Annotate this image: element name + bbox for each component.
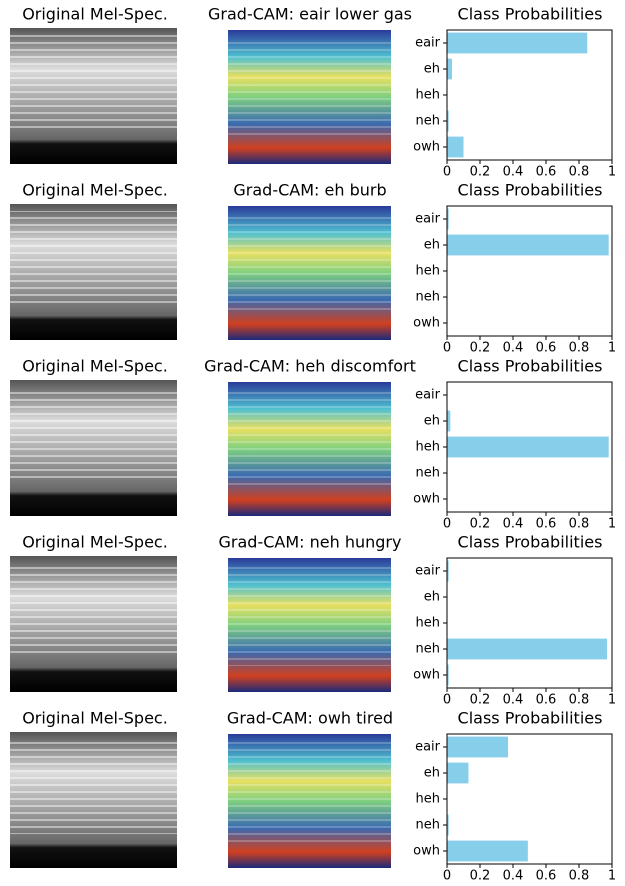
y-tick-label: eh xyxy=(424,414,440,429)
mel-stripes xyxy=(10,739,177,834)
y-tick-label: neh xyxy=(416,642,440,657)
spectrogram-title: Original Mel-Spec. xyxy=(22,357,168,376)
x-tick-label: 1 xyxy=(608,165,616,180)
y-tick-label: owh xyxy=(413,140,440,155)
gradcam-title: Grad-CAM: eh burb xyxy=(233,181,386,200)
gradcam-stripes xyxy=(228,742,391,842)
mel-stripes xyxy=(10,563,177,658)
x-tick-label: 0 xyxy=(443,341,451,356)
chart-title: Class Probabilities xyxy=(458,181,603,200)
y-tick-label: eair xyxy=(415,36,441,51)
y-tick-label: eair xyxy=(415,564,441,579)
x-tick-label: 0.6 xyxy=(536,341,557,356)
y-tick-label: eair xyxy=(415,388,441,403)
x-tick-label: 1 xyxy=(608,869,616,884)
gradcam-title: Grad-CAM: eair lower gas xyxy=(208,5,412,24)
x-tick-label: 0 xyxy=(443,165,451,180)
gradcam-title: Grad-CAM: neh hungry xyxy=(219,533,402,552)
plot-frame xyxy=(447,206,612,336)
x-tick-label: 0.8 xyxy=(569,165,590,180)
y-tick-label: heh xyxy=(416,88,440,103)
spectrogram-title: Original Mel-Spec. xyxy=(22,181,168,200)
gradcam-stripes xyxy=(228,566,391,666)
spectrogram-title: Original Mel-Spec. xyxy=(22,5,168,24)
x-tick-label: 0.2 xyxy=(470,693,491,708)
x-tick-label: 0 xyxy=(443,869,451,884)
x-tick-label: 0.6 xyxy=(536,517,557,532)
x-tick-label: 0.4 xyxy=(503,693,524,708)
x-tick-label: 0.8 xyxy=(569,517,590,532)
chart-title: Class Probabilities xyxy=(458,533,603,552)
bar xyxy=(447,841,528,862)
mel-stripes xyxy=(10,387,177,482)
y-tick-label: owh xyxy=(413,668,440,683)
y-tick-label: heh xyxy=(416,792,440,807)
bar xyxy=(447,137,464,158)
chart-title: Class Probabilities xyxy=(458,709,603,728)
x-tick-label: 0.4 xyxy=(503,517,524,532)
x-tick-label: 0.2 xyxy=(470,341,491,356)
y-tick-label: eh xyxy=(424,590,440,605)
gradcam-stripes xyxy=(228,38,391,138)
x-tick-label: 0 xyxy=(443,517,451,532)
chart-title: Class Probabilities xyxy=(458,5,603,24)
y-tick-label: heh xyxy=(416,440,440,455)
spectrogram-title: Original Mel-Spec. xyxy=(22,709,168,728)
x-tick-label: 0.8 xyxy=(569,869,590,884)
y-tick-label: heh xyxy=(416,616,440,631)
bar xyxy=(447,437,609,458)
x-tick-label: 0.2 xyxy=(470,165,491,180)
x-tick-label: 0.6 xyxy=(536,693,557,708)
bar xyxy=(447,639,607,660)
bar xyxy=(447,763,468,784)
x-tick-label: 0.4 xyxy=(503,341,524,356)
y-tick-label: neh xyxy=(416,114,440,129)
bar xyxy=(447,59,452,80)
gradcam-stripes xyxy=(228,214,391,314)
y-tick-label: owh xyxy=(413,316,440,331)
plot-frame xyxy=(447,558,612,688)
gradcam-title: Grad-CAM: heh discomfort xyxy=(204,357,416,376)
x-tick-label: 0 xyxy=(443,693,451,708)
x-tick-label: 0.2 xyxy=(470,517,491,532)
gradcam-title: Grad-CAM: owh tired xyxy=(227,709,393,728)
y-tick-label: eh xyxy=(424,238,440,253)
y-tick-label: eair xyxy=(415,740,441,755)
x-tick-label: 0.2 xyxy=(470,869,491,884)
bar xyxy=(447,235,609,256)
x-tick-label: 1 xyxy=(608,693,616,708)
x-tick-label: 1 xyxy=(608,517,616,532)
x-tick-label: 0.4 xyxy=(503,869,524,884)
mel-stripes xyxy=(10,211,177,306)
mel-stripes xyxy=(10,35,177,130)
y-tick-label: heh xyxy=(416,264,440,279)
y-tick-label: owh xyxy=(413,844,440,859)
x-tick-label: 0.6 xyxy=(536,165,557,180)
y-tick-label: neh xyxy=(416,818,440,833)
figure: Original Mel-Spec. Grad-CAM: eair lower g… xyxy=(0,0,625,886)
spectrogram-title: Original Mel-Spec. xyxy=(22,533,168,552)
bar xyxy=(447,33,587,54)
x-tick-label: 0.4 xyxy=(503,165,524,180)
x-tick-label: 0.6 xyxy=(536,869,557,884)
x-tick-label: 0.8 xyxy=(569,341,590,356)
y-tick-label: neh xyxy=(416,466,440,481)
chart-title: Class Probabilities xyxy=(458,357,603,376)
y-tick-label: eh xyxy=(424,62,440,77)
y-tick-label: eair xyxy=(415,212,441,227)
x-tick-label: 0.8 xyxy=(569,693,590,708)
bar xyxy=(447,737,508,758)
gradcam-stripes xyxy=(228,390,391,490)
y-tick-label: neh xyxy=(416,290,440,305)
y-tick-label: owh xyxy=(413,492,440,507)
x-tick-label: 1 xyxy=(608,341,616,356)
y-tick-label: eh xyxy=(424,766,440,781)
